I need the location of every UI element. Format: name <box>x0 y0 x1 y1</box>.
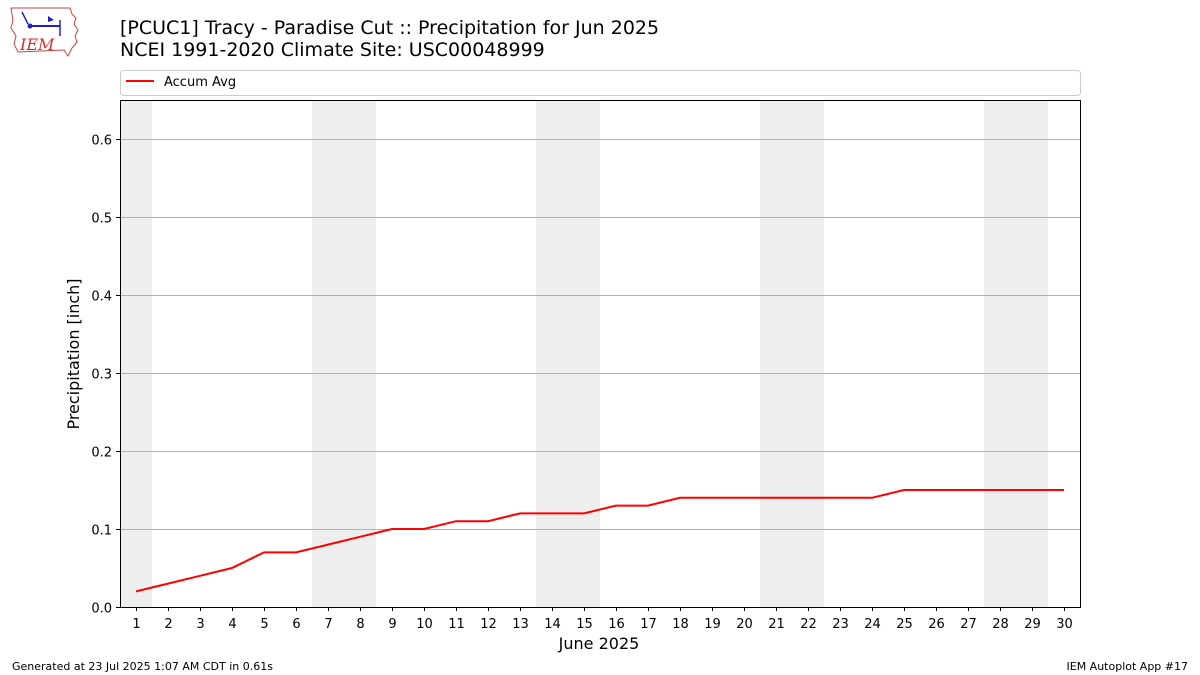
x-tick-label: 12 <box>480 617 497 632</box>
x-tick-label: 10 <box>416 617 433 632</box>
plot-frame <box>120 100 1081 608</box>
x-tick-label: 14 <box>544 617 561 632</box>
legend-box <box>120 70 1081 96</box>
iem-logo-graphic: IEM <box>10 7 79 57</box>
generated-timestamp: Generated at 23 Jul 2025 1:07 AM CDT in … <box>12 660 273 673</box>
y-tick-label: 0.2 <box>91 446 112 461</box>
legend-label: Accum Avg <box>164 75 236 90</box>
y-axis-label: Precipitation [inch] <box>64 278 83 429</box>
weekend-band <box>760 100 824 607</box>
x-tick-label: 9 <box>388 617 396 632</box>
x-tick-label: 26 <box>928 617 945 632</box>
x-tick-label: 24 <box>864 617 881 632</box>
series-line-accum-avg <box>135 489 1064 593</box>
x-tick-label: 1 <box>132 617 140 632</box>
title-line-1: [PCUC1] Tracy - Paradise Cut :: Precipit… <box>120 17 660 39</box>
x-tick-label: 11 <box>448 617 465 632</box>
series-layer <box>135 489 1064 593</box>
x-tick-label: 28 <box>992 617 1009 632</box>
x-tick-label: 20 <box>736 617 753 632</box>
y-tick-label: 0.1 <box>91 524 112 539</box>
x-tick-label: 19 <box>704 617 721 632</box>
x-tick-label: 16 <box>608 617 625 632</box>
x-tick-label: 30 <box>1056 617 1073 632</box>
x-tick-label: 17 <box>640 617 657 632</box>
title-line-2: NCEI 1991-2020 Climate Site: USC00048999 <box>120 39 545 61</box>
chart-title: [PCUC1] Tracy - Paradise Cut :: Precipit… <box>120 17 659 61</box>
x-tick-label: 5 <box>260 617 268 632</box>
y-tick-label: 0.0 <box>91 602 112 617</box>
x-tick-label: 21 <box>768 617 785 632</box>
x-axis-label: June 2025 <box>558 634 640 653</box>
x-tick-label: 15 <box>576 617 593 632</box>
app-label: IEM Autoplot App #17 <box>1066 660 1189 673</box>
x-tick-label: 18 <box>672 617 689 632</box>
y-axis-ticks: 0.0 0.1 0.2 0.3 0.4 0.5 0.6 <box>91 134 120 617</box>
y-tick-label: 0.3 <box>91 368 112 383</box>
iem-logo: IEM <box>8 6 80 60</box>
y-tick-label: 0.4 <box>91 290 112 305</box>
weekend-shading <box>120 100 1048 607</box>
x-tick-label: 25 <box>896 617 913 632</box>
x-tick-label: 8 <box>356 617 364 632</box>
x-tick-label: 6 <box>292 617 300 632</box>
y-tick-label: 0.6 <box>91 134 112 149</box>
x-tick-label: 3 <box>196 617 204 632</box>
x-tick-label: 4 <box>228 617 236 632</box>
x-tick-label: 13 <box>512 617 529 632</box>
x-tick-label: 2 <box>164 617 172 632</box>
weekend-band <box>984 100 1048 607</box>
legend: Accum Avg <box>120 70 1081 96</box>
weekend-band <box>536 100 600 607</box>
x-tick-label: 29 <box>1024 617 1041 632</box>
y-tick-label: 0.5 <box>91 212 112 227</box>
x-tick-label: 27 <box>960 617 977 632</box>
x-tick-label: 23 <box>832 617 849 632</box>
weekend-band <box>120 100 152 607</box>
x-tick-label: 7 <box>324 617 332 632</box>
iem-logo-text: IEM <box>19 35 55 54</box>
weekend-band <box>312 100 376 607</box>
x-axis-ticks: 1 2 3 4 5 6 7 8 9 10 11 12 13 14 15 16 17 18 19 20 21 22 23 24 2… <box>132 607 1073 632</box>
x-tick-label: 22 <box>800 617 817 632</box>
